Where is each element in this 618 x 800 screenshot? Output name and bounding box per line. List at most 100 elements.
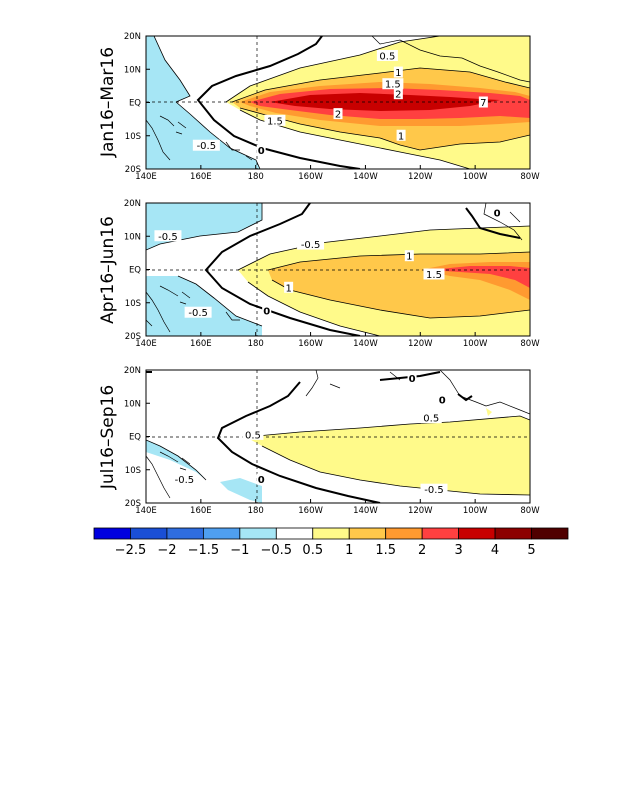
contour-fill-2 [430, 266, 530, 288]
colorbar-swatch [348, 527, 387, 540]
colorbar-label: 3 [454, 543, 462, 558]
contour-fill-3 [270, 93, 500, 111]
colorbar-swatch [93, 527, 131, 540]
x-tick-label: 100W [463, 506, 488, 516]
contour-label-bg [242, 428, 264, 440]
colorbar-swatch [166, 527, 204, 540]
contour-label-bg [170, 473, 198, 485]
contour-label-bg [492, 206, 502, 218]
x-tick-label: 160E [190, 506, 212, 516]
x-tick-label: 100W [463, 172, 488, 182]
contour-label: 2 [395, 90, 401, 101]
contour-label-bg [393, 66, 403, 78]
x-tick-label: 160W [298, 172, 323, 182]
y-tick-label: 20S [125, 332, 141, 342]
x-tick-label: 100W [463, 339, 488, 349]
contour-label-bg [396, 129, 406, 141]
contour-fill-0.5 [246, 416, 530, 495]
colorbar-swatch [385, 527, 423, 540]
x-tick-label: 160E [190, 339, 212, 349]
colorbar-label: 4 [491, 543, 499, 558]
colorbar-swatch [275, 527, 314, 540]
contour-label-bg [393, 88, 403, 100]
contour-label: 1 [398, 131, 404, 142]
colorbar-swatch [421, 527, 460, 540]
contour-label-bg [256, 144, 266, 156]
y-tick-label: EQ [129, 266, 141, 276]
x-tick-label: 140E [135, 506, 157, 516]
y-tick-label: 20N [124, 199, 141, 209]
colorbar-label: −2.5 [115, 543, 147, 558]
x-tick-label: 80W [520, 339, 540, 349]
contour-label-bg [376, 49, 398, 61]
zero-contour [196, 36, 361, 169]
x-tick-label: 180 [248, 339, 264, 349]
colorbar-label: 5 [527, 543, 535, 558]
colorbar-swatch [531, 527, 569, 540]
x-tick-label: 160E [190, 172, 212, 182]
colorbar-label: 1 [345, 543, 353, 558]
colorbar-label: 2 [418, 543, 426, 558]
colorbar-swatch [239, 527, 277, 540]
contour-label: -0.5 [301, 240, 321, 251]
x-tick-label: 140W [353, 339, 378, 349]
x-tick-label: 120W [408, 506, 433, 516]
contour-label: 0 [409, 374, 416, 385]
y-tick-label: 10N [124, 65, 141, 75]
y-tick-label: 20N [124, 366, 141, 376]
colorbar-swatch [130, 527, 168, 540]
x-tick-label: 120W [408, 172, 433, 182]
contour-label-bg [420, 483, 448, 495]
y-tick-label: 20S [125, 499, 141, 509]
contour-label-bg [154, 230, 182, 242]
contour-label-bg [297, 238, 325, 250]
contour-label-bg [437, 393, 447, 405]
x-tick-label: 80W [520, 506, 540, 516]
contour-label-bg [333, 108, 343, 120]
y-tick-label: 10S [125, 466, 141, 476]
contour-fill-neg [146, 36, 260, 169]
contour-label: 0 [494, 208, 501, 219]
contour-label: -0.5 [158, 232, 178, 243]
contour-label: -0.5 [424, 485, 444, 496]
contour-label: 1 [395, 68, 401, 79]
panel-jul-sep: 000.50.5-0.5 0-0.5 140E 160E 180 160W 140W 120… [98, 366, 540, 516]
contour-label-bg [407, 372, 417, 384]
colorbar-label: 1.5 [375, 543, 396, 558]
zero-contour [216, 381, 381, 503]
contour-label: 0.5 [245, 430, 261, 441]
contour-label: 2 [335, 110, 341, 121]
colorbar-label: −2 [157, 543, 176, 558]
y-tick-label: 10S [125, 299, 141, 309]
colorbar-label: −1 [230, 543, 249, 558]
x-tick-label: 160W [298, 506, 323, 516]
y-tick-label: 20N [124, 32, 141, 42]
contour-label-bg [262, 305, 272, 317]
x-tick-label: 180 [248, 172, 264, 182]
contour-label-bg [404, 250, 414, 262]
panel-title: Apr16–Jun16 [98, 216, 118, 324]
panel-jan-mar: 0.511.521.521-0.5 07 140E 160E 180 160W 140W 1… [98, 32, 540, 182]
contour-label-bg [423, 268, 445, 280]
panel-apr-jun: -0.5 -0.5 1 1.5 1 -0.5 0 0 140E 160E 180 160W 140W 1… [98, 199, 540, 349]
x-tick-label: 80W [520, 172, 540, 182]
colorbar: −2.5 −2 −1.5 −1 −0.5 0.5 1 1.5 2 3 4 5 [93, 527, 569, 558]
y-tick-label: 10N [124, 399, 141, 409]
colorbar-swatch [312, 527, 350, 540]
x-tick-label: 140W [353, 506, 378, 516]
contour-label: 0 [258, 146, 265, 157]
contour-label: 1 [285, 283, 291, 294]
contour-label: 0.5 [423, 414, 439, 425]
panel-title: Jan16–Mar16 [98, 47, 118, 158]
contour-label: 7 [480, 98, 486, 109]
contour-label-bg [478, 96, 488, 108]
contour-label: 1 [406, 252, 412, 263]
contour-label: -0.5 [188, 308, 208, 319]
contour-label: 0 [258, 475, 265, 486]
x-tick-label: 140W [353, 172, 378, 182]
contour-label: -0.5 [175, 475, 195, 486]
contour-label: 0 [263, 307, 270, 318]
contour-label-bg [256, 473, 266, 485]
y-tick-label: 20S [125, 165, 141, 175]
